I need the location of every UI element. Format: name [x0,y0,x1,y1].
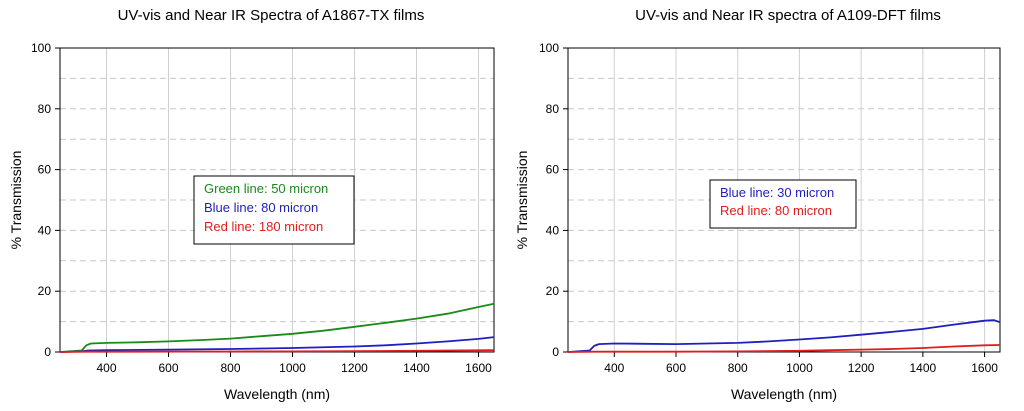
y-tick-label: 100 [31,41,51,55]
x-tick-label: 1400 [910,361,937,375]
x-tick-label: 400 [96,361,116,375]
y-axis-label: % Transmission [8,151,24,250]
y-tick-label: 80 [546,102,560,116]
x-tick-label: 1400 [403,361,430,375]
y-tick-label: 0 [552,345,559,359]
legend-entry: Red line: 80 micron [720,203,832,218]
series-line-0 [59,302,495,353]
chart-title-right: UV-vis and Near IR spectra of A109-DFT f… [635,7,941,24]
legend-entry: Green line: 50 micron [204,181,328,196]
series-line-1 [567,344,1001,353]
series-line-2 [59,349,495,353]
chart-title-left: UV-vis and Near IR Spectra of A1867-TX f… [118,7,425,24]
x-tick-label: 1600 [465,361,492,375]
chart-svg-left: UV-vis and Near IR Spectra of A1867-TX f… [8,7,495,402]
y-axis-label: % Transmission [514,151,530,250]
legend-entry: Red line: 180 micron [204,219,323,234]
y-tick-label: 80 [38,102,52,116]
x-tick-label: 400 [604,361,624,375]
plot-frame [567,47,1001,353]
legend-box [193,175,355,245]
x-axis-label: Wavelength (nm) [224,386,330,402]
legend-entry: Blue line: 80 micron [204,200,318,215]
series-line-1 [59,336,495,353]
legend-box [709,179,857,229]
x-tick-label: 600 [666,361,686,375]
x-tick-label: 1600 [971,361,998,375]
y-tick-label: 40 [546,223,560,237]
chart-svg-right: UV-vis and Near IR spectra of A109-DFT f… [514,7,1001,402]
y-tick-label: 20 [546,284,560,298]
x-tick-label: 800 [728,361,748,375]
y-tick-label: 60 [546,163,560,177]
y-tick-label: 20 [38,284,52,298]
y-tick-label: 40 [38,223,52,237]
x-axis-label: Wavelength (nm) [731,386,837,402]
x-tick-label: 1200 [848,361,875,375]
legend-entry: Blue line: 30 micron [720,185,834,200]
x-tick-label: 1000 [786,361,813,375]
y-tick-label: 100 [539,41,559,55]
x-tick-label: 800 [220,361,240,375]
y-tick-label: 60 [38,163,52,177]
x-tick-label: 600 [158,361,178,375]
chart-panel-left: UV-vis and Near IR Spectra of A1867-TX f… [0,0,512,406]
x-tick-label: 1000 [279,361,306,375]
x-tick-label: 1200 [341,361,368,375]
series-line-0 [567,319,1001,353]
y-tick-label: 0 [44,345,51,359]
chart-panel-right: UV-vis and Near IR spectra of A109-DFT f… [512,0,1024,406]
